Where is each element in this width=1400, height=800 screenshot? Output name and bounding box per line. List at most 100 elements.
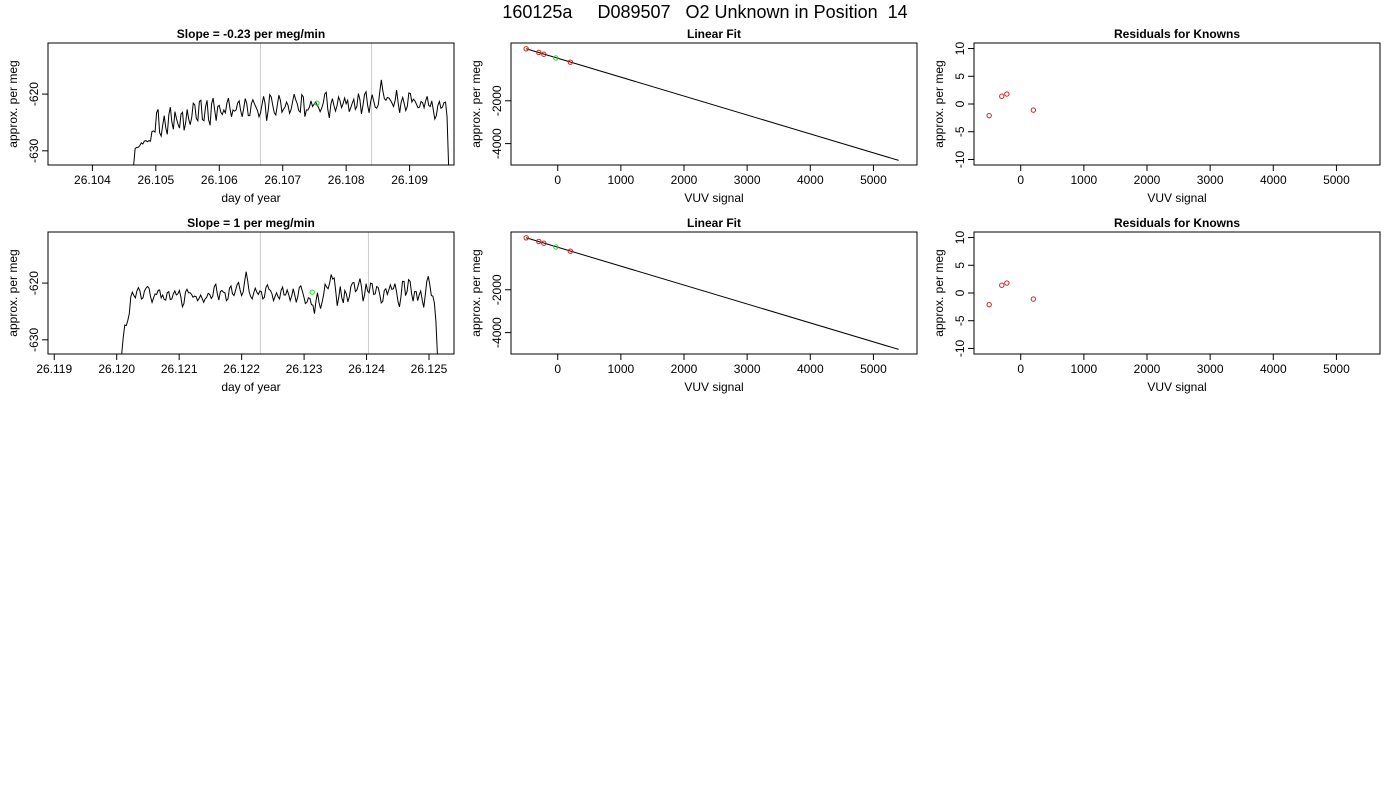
y-tick-label: -5 [953,315,967,326]
x-tick-label: 2000 [671,173,698,187]
plot-area [986,91,1037,119]
y-axis-label: approx. per meg [6,60,20,147]
x-tick-label: 0 [554,362,561,376]
plot-frame [973,42,1381,166]
x-tick-label: 26.123 [286,362,323,376]
y-tick-label: -4000 [490,128,504,159]
mean-point [309,289,315,295]
x-axis-label: VUV signal [1147,191,1206,205]
known-point [523,46,529,52]
chart-panel-fit-1: Linear Fit 0 1000 2000 3000 4000 5000 -2000 -400… [469,27,918,205]
known-point [1004,91,1010,97]
y-tick-label: 10 [953,42,967,56]
unknown-point [553,244,559,250]
y-axis-label: approx. per meg [6,249,20,336]
x-axis-label: VUV signal [1147,380,1206,394]
y-tick-label: -620 [27,82,41,106]
x-tick-label: 26.108 [328,173,365,187]
mean-point [314,100,320,106]
x-tick-label: 5000 [860,362,887,376]
x-tick-label: 3000 [734,362,761,376]
y-tick-label: -10 [953,150,967,168]
plot-area [523,235,899,350]
chart-panel-resid-1: Residuals for Knowns 0 1000 2000 3000 4000 500… [932,27,1381,205]
known-point [986,112,992,119]
panel-title: Slope = 1 per meg/min [187,216,315,230]
chart-panel-trace-1: Slope = -0.23 per meg/min 26.104 26.105 26.… [6,27,455,205]
y-axis-label: approx. per meg [469,249,483,336]
y-tick-label: -2000 [490,85,504,116]
trace-line [133,79,450,165]
known-point [986,301,992,308]
plot-area [986,280,1037,308]
y-tick-label: -4000 [490,317,504,348]
x-tick-label: 0 [1017,173,1024,187]
known-point [541,240,547,246]
known-point [567,248,574,254]
y-tick-label: -630 [27,138,41,162]
chart-panels: Slope = -0.23 per meg/min 26.104 26.105 26.… [6,27,1381,394]
x-tick-label: 4000 [1260,362,1287,376]
x-tick-label: 5000 [1323,362,1350,376]
x-tick-label: 3000 [1197,173,1224,187]
x-tick-label: 4000 [797,173,824,187]
x-tick-label: 26.119 [36,362,72,376]
plot-area [133,43,450,165]
x-tick-label: 26.122 [223,362,260,376]
x-tick-label: 0 [1017,362,1024,376]
known-point [1030,107,1037,113]
x-tick-label: 26.120 [98,362,135,376]
unknown-point [553,55,559,61]
fit-line [526,48,899,161]
plot-area [523,46,899,161]
y-tick-label: 5 [953,73,967,80]
fit-line [526,237,899,350]
x-tick-label: 26.109 [391,173,428,187]
known-point [999,282,1005,288]
x-tick-label: 5000 [860,173,887,187]
y-tick-label: 5 [953,262,967,269]
x-tick-label: 2000 [671,362,698,376]
y-axis-label: approx. per meg [469,60,483,147]
x-tick-label: 4000 [1260,173,1287,187]
x-tick-label: 26.125 [411,362,448,376]
known-point [1004,280,1010,286]
y-tick-label: -2000 [490,274,504,305]
y-axis-label: approx. per meg [932,60,946,147]
plot-frame [510,231,918,355]
y-axis-label: approx. per meg [932,249,946,336]
panel-title: Linear Fit [687,27,741,41]
x-tick-label: 26.107 [264,173,301,187]
plot-frame [973,231,1381,355]
panel-title: Linear Fit [687,216,741,230]
known-point [999,93,1005,99]
chart-panel-fit-2: Linear Fit 0 1000 2000 3000 4000 5000 -2000 -400… [469,216,918,394]
x-tick-label: 1000 [1071,173,1098,187]
x-tick-label: 26.121 [161,362,198,376]
x-tick-label: 5000 [1323,173,1350,187]
plot-area [121,232,438,354]
x-axis-label: day of year [221,191,280,205]
known-point [536,49,542,56]
y-tick-label: -10 [953,339,967,357]
x-tick-label: 1000 [1071,362,1098,376]
x-tick-label: 26.104 [74,173,111,187]
x-tick-label: 26.124 [348,362,385,376]
plot-frame [47,42,455,166]
x-tick-label: 2000 [1134,362,1161,376]
known-point [541,51,547,57]
known-point [567,59,574,65]
x-axis-label: VUV signal [684,191,743,205]
panel-title: Residuals for Knowns [1114,27,1240,41]
panel-title: Slope = -0.23 per meg/min [177,27,325,41]
x-tick-label: 1000 [608,173,635,187]
x-tick-label: 2000 [1134,173,1161,187]
known-point [1030,296,1037,302]
y-tick-label: -620 [27,271,41,295]
x-tick-label: 3000 [1197,362,1224,376]
trace-line [121,271,438,354]
chart-panel-trace-2: Slope = 1 per meg/min 26.119 26.120 26.121 2… [6,216,455,394]
y-tick-label: 0 [953,100,967,107]
x-axis-label: day of year [221,380,280,394]
